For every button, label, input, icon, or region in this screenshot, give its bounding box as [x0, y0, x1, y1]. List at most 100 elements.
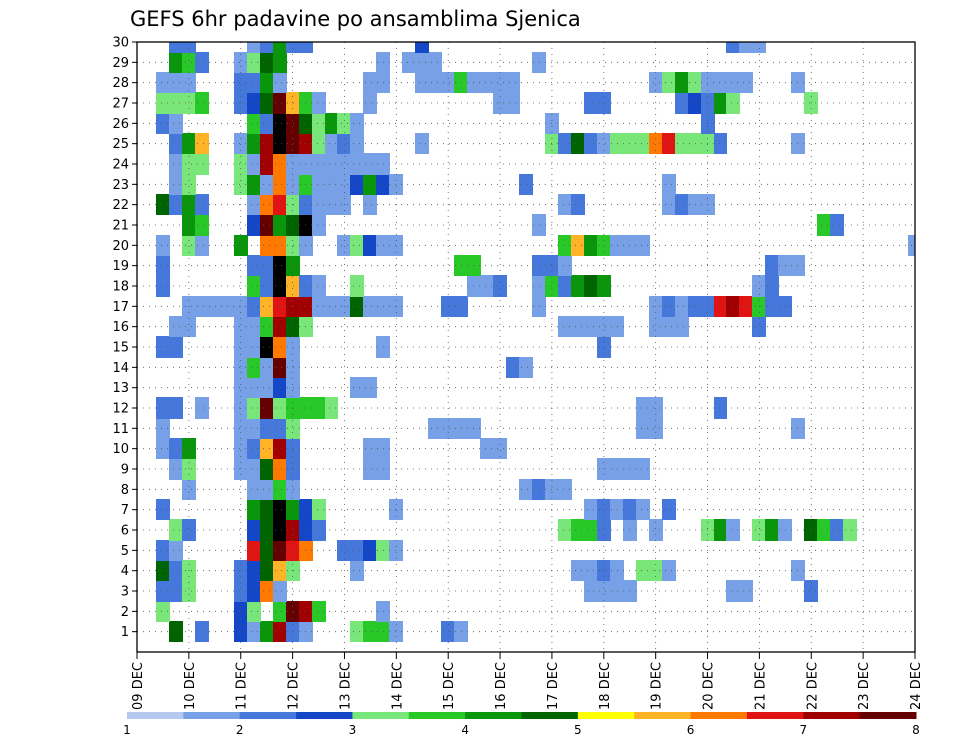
x-tick-label: 22 DEC	[805, 662, 820, 710]
heatmap-cell	[260, 357, 274, 378]
heatmap-cell	[571, 316, 585, 337]
heatmap-cell	[312, 519, 326, 541]
heatmap-cell	[804, 580, 818, 602]
heatmap-cell	[662, 72, 676, 93]
heatmap-cell	[350, 275, 364, 297]
x-tick-label: 19 DEC	[650, 662, 665, 710]
heatmap-cell	[273, 133, 287, 154]
heatmap-cell	[312, 174, 326, 195]
heatmap-cell	[247, 214, 261, 236]
heatmap-cell	[480, 438, 494, 459]
heatmap-cell	[234, 336, 248, 358]
heatmap-cell	[675, 194, 689, 215]
heatmap-cell	[234, 235, 248, 256]
heatmap-cell	[169, 458, 183, 480]
y-tick-label: 15	[112, 341, 129, 356]
heatmap-cell	[714, 397, 727, 419]
heatmap-cell	[714, 519, 727, 541]
heatmap-cell	[765, 296, 779, 317]
heatmap-cell	[156, 92, 170, 114]
heatmap-cell	[597, 316, 611, 337]
heatmap-cell	[312, 194, 326, 215]
heatmap-cell	[234, 316, 248, 337]
heatmap-cell	[350, 621, 364, 642]
heatmap-cell	[363, 72, 377, 93]
heatmap-cell	[273, 235, 287, 256]
heatmap-cell	[739, 296, 753, 317]
heatmap-cell	[260, 174, 274, 195]
heatmap-cell	[714, 296, 727, 317]
heatmap-cell	[169, 153, 183, 175]
legend-swatch	[859, 712, 917, 719]
heatmap-cell	[195, 133, 209, 154]
heatmap-cell	[584, 235, 598, 256]
heatmap-cell	[247, 438, 261, 459]
legend-label: 1	[123, 723, 131, 737]
x-tick-label: 13 DEC	[338, 662, 353, 710]
heatmap-cell	[714, 133, 727, 154]
heatmap-cell	[519, 174, 533, 195]
y-tick-label: 22	[112, 198, 129, 213]
heatmap-cell	[312, 92, 326, 114]
heatmap-cell	[169, 397, 183, 419]
heatmap-cell	[675, 92, 689, 114]
heatmap-cell	[558, 235, 572, 256]
heatmap-cell	[636, 133, 650, 154]
x-axis: 09 DEC 10 DEC 11 DEC 12 DEC 13 DEC 14 DEC 15 D…	[131, 652, 924, 710]
heatmap-cell	[752, 316, 766, 337]
heatmap-cell	[273, 560, 287, 581]
heatmap-cell	[649, 72, 663, 93]
heatmap-cell	[260, 397, 274, 419]
heatmap-cell	[260, 560, 274, 581]
heatmap-cell	[247, 519, 261, 541]
heatmap-cell	[441, 418, 455, 439]
heatmap-cell	[195, 235, 209, 256]
x-tick-label: 23 DEC	[857, 662, 872, 710]
heatmap-cell	[558, 316, 572, 337]
heatmap-cell	[726, 72, 740, 93]
legend-label: 7	[799, 723, 807, 737]
heatmap-cell	[169, 560, 183, 581]
heatmap-cell	[234, 133, 248, 154]
heatmap-cell	[234, 580, 248, 602]
grid-lines	[137, 41, 915, 652]
heatmap-cell	[726, 92, 740, 114]
heatmap-cell	[260, 214, 274, 236]
heatmap-cell	[260, 42, 274, 53]
y-tick-label: 28	[112, 76, 129, 91]
heatmap-cell	[247, 133, 261, 154]
x-tick-label: 12 DEC	[287, 662, 302, 710]
y-tick-label: 5	[121, 544, 129, 559]
heatmap-cell	[247, 499, 261, 520]
y-tick-label: 14	[112, 361, 129, 376]
heatmap-cell	[597, 275, 611, 297]
heatmap-cell	[169, 438, 183, 459]
heatmap-cell	[234, 72, 248, 93]
heatmap-cell	[260, 296, 274, 317]
heatmap-cell	[195, 92, 209, 114]
heatmap-cell	[260, 194, 274, 215]
heatmap-cell	[675, 72, 689, 93]
heatmap-cell	[169, 52, 183, 73]
heatmap-cell	[363, 438, 377, 459]
heatmap-cell	[337, 113, 351, 134]
heatmap-cell	[584, 275, 598, 297]
heatmap-cell	[169, 174, 183, 195]
heatmap-cell	[195, 397, 209, 419]
heatmap-cell	[428, 418, 442, 439]
heatmap-cell	[247, 153, 261, 175]
heatmap-cell	[156, 580, 170, 602]
heatmap-cell	[337, 540, 351, 561]
heatmap-cell	[273, 458, 287, 480]
x-tick-label: 20 DEC	[702, 662, 717, 710]
y-tick-label: 1	[121, 625, 129, 640]
legend-swatch	[690, 712, 748, 719]
legend-swatch	[296, 712, 353, 719]
heatmap-cell	[260, 316, 274, 337]
heatmap-cell	[584, 499, 598, 520]
heatmap-cell	[752, 275, 766, 297]
heatmap-cell	[260, 580, 274, 602]
heatmap-cell	[182, 316, 196, 337]
heatmap-cell	[195, 296, 209, 317]
heatmap-cell	[247, 397, 261, 419]
